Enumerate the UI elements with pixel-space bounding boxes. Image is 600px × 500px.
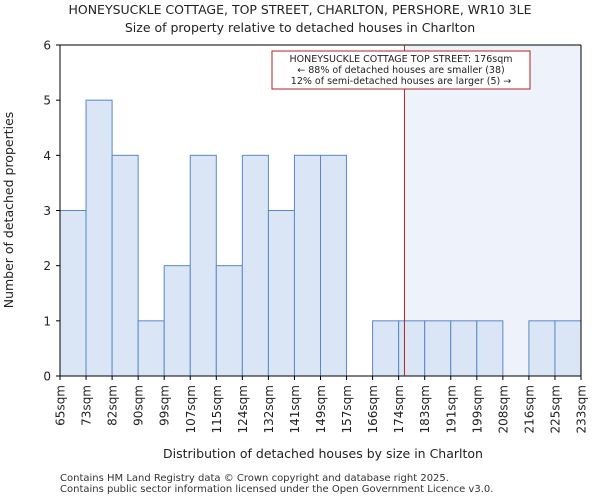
annotation-line1: ← 88% of detached houses are smaller (38… [297,65,504,76]
bar-166sqm [372,320,400,377]
x-tick-label: 157sqm [340,385,354,433]
y-tick-label: 6 [43,39,51,53]
x-tick-label: 82sqm [106,385,120,426]
bar-199sqm [476,320,504,377]
x-tick-label: 174sqm [392,385,406,433]
bar-149sqm [320,154,348,377]
x-tick-label: 107sqm [184,385,198,433]
x-tick-label: 99sqm [158,385,172,426]
x-tick-label: 141sqm [288,385,302,433]
y-tick-label: 5 [43,94,51,108]
y-tick-label: 2 [43,259,51,273]
x-tick-label: 191sqm [444,385,458,433]
x-tick-label: 124sqm [236,385,250,433]
bar-99sqm [163,265,191,377]
bar-124sqm [241,154,269,377]
x-tick-label: 225sqm [548,385,562,433]
bar-90sqm [137,320,165,377]
x-tick-label: 65sqm [54,385,68,426]
x-tick-label: 183sqm [418,385,432,433]
chart-title: HONEYSUCKLE COTTAGE, TOP STREET, CHARLTO… [68,2,531,17]
annotation-title: HONEYSUCKLE COTTAGE TOP STREET: 176sqm [289,54,512,65]
bar-82sqm [111,154,139,377]
annotation-line2: 12% of semi-detached houses are larger (… [291,76,511,87]
bar-65sqm [59,210,87,377]
footer: Contains HM Land Registry data © Crown c… [60,473,493,495]
x-axis-label: Distribution of detached houses by size … [163,446,483,461]
annotation-box [271,50,531,90]
bar-216sqm [528,320,556,377]
x-tick-label: 90sqm [132,385,146,426]
x-tick-label: 216sqm [522,385,536,433]
footer-line-1: Contains HM Land Registry data © Crown c… [60,473,449,484]
y-tick-label: 3 [43,204,51,218]
x-tick-label: 199sqm [470,385,484,433]
bar-183sqm [424,320,452,377]
bar-225sqm [554,320,582,377]
bar-132sqm [267,210,295,377]
x-tick-label: 149sqm [314,385,328,433]
y-tick-label: 1 [43,314,51,328]
footer-line-2: Contains public sector information licen… [60,484,494,495]
x-tick-label: 166sqm [366,385,380,433]
x-tick-label: 73sqm [80,385,94,426]
x-tick-label: 233sqm [575,385,589,433]
y-tick-label: 4 [43,149,51,163]
bar-141sqm [293,154,322,377]
y-axis-label: Number of detached properties [1,112,16,309]
x-tick-label: 115sqm [210,385,224,433]
x-tick-label: 208sqm [496,385,510,433]
bar-191sqm [450,320,478,377]
chart-subtitle: Size of property relative to detached ho… [125,20,475,35]
bar-115sqm [215,265,243,377]
x-tick-label: 132sqm [262,385,276,433]
bar-107sqm [189,154,217,377]
y-tick-label: 0 [43,370,51,384]
bar-174sqm [398,320,426,377]
bar-73sqm [85,99,113,377]
chart-svg: 0 1 2 3 4 5 6 65sqm 73sqm 82sqm 90sqm 99sqm 107sqm 1… [1,2,589,461]
